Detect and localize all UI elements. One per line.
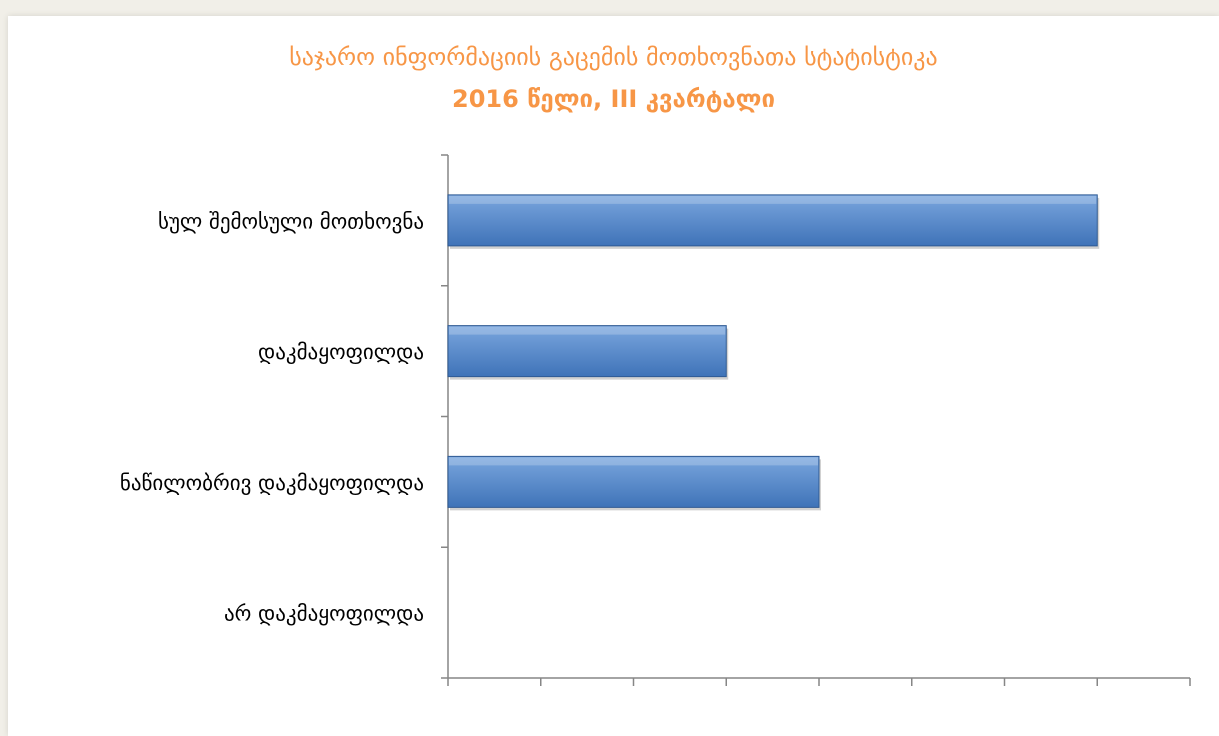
category-label: სულ შემოსული მოთხოვნა	[158, 209, 424, 233]
chart-title: საჯარო ინფორმაციის გაცემის მოთხოვნათა სტ…	[8, 36, 1219, 120]
category-label: ნაწილობრივ დაკმაყოფილდა	[120, 471, 424, 495]
bar	[447, 325, 727, 378]
category-labels: სულ შემოსული მოთხოვნა დაკმაყოფილდა ნაწილობ…	[120, 209, 424, 625]
bar-highlight	[449, 326, 726, 335]
bar	[447, 194, 1098, 247]
chart-title-line1: საჯარო ინფორმაციის გაცემის მოთხოვნათა სტ…	[289, 43, 938, 71]
category-label: არ დაკმაყოფილდა	[224, 602, 424, 626]
chart-bars	[447, 194, 1100, 511]
bar	[447, 455, 820, 508]
bar-highlight	[449, 195, 1097, 204]
bar-highlight	[449, 457, 818, 466]
chart-subtitle: 2016 წელი, III კვარტალი	[452, 85, 775, 113]
category-label: დაკმაყოფილდა	[258, 340, 424, 364]
